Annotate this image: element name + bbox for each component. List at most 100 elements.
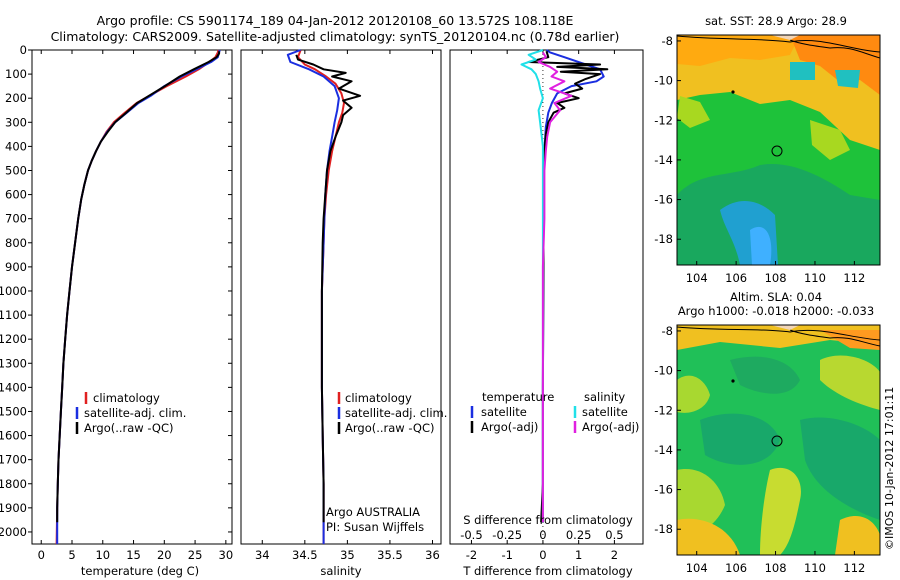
map-lat-label: -14	[654, 443, 673, 457]
salinity-legend: climatology satellite-adj. clim. Argo(..…	[337, 391, 447, 435]
map-lat-label: -18	[654, 522, 673, 536]
map-lat-label: -12	[654, 403, 673, 417]
difference-panel: -2 -1 0 1 2 -0.5 -0.25 0 0.25 0.5 T difference f…	[449, 49, 644, 578]
salinity-x-label: salinity	[320, 564, 361, 578]
depth-tick-label: 100	[5, 67, 27, 81]
depth-tick-label: 600	[5, 188, 27, 202]
sla-map-ticks: 104 106 108 110 112 -8 -10 -12 -14 -16 -18	[654, 324, 865, 575]
depth-tick-label: 0	[20, 43, 27, 57]
depth-tick-label: 400	[5, 139, 27, 153]
depth-tick-label: 1900	[0, 501, 27, 515]
legend-diff-t-satellite: satellite	[481, 405, 527, 419]
x-tick-label: 1	[575, 548, 582, 562]
sla-map-title2: Argo h1000: -0.018 h2000: -0.033	[678, 304, 874, 318]
s-diff-tick-label: 0.5	[605, 528, 623, 542]
map-lon-label: 112	[843, 561, 865, 575]
sst-map-ticks: 104 106 108 110 112 -8 -10 -12 -14 -16 -18	[654, 34, 865, 285]
sst-map-frame	[676, 34, 881, 266]
salinity-x-ticks: 34 34.5 35 35.5 36	[255, 50, 440, 562]
x-tick-label: -1	[501, 548, 512, 562]
legend-argo: Argo(..raw -QC)	[84, 421, 174, 435]
sla-field	[677, 325, 880, 555]
imos-timestamp-label: ©IMOS 10-Jan-2012 17:01:11	[883, 387, 896, 550]
map-lon-label: 110	[804, 271, 826, 285]
temperature-legend: climatology satellite-adj. clim. Argo(..…	[75, 391, 186, 435]
legend-diff-salinity: salinity	[584, 390, 625, 404]
sla-map: Altim. SLA: 0.04 Argo h1000: -0.018 h200…	[654, 290, 881, 575]
depth-tick-label: 800	[5, 236, 27, 250]
x-tick-label: 36	[425, 548, 440, 562]
x-tick-label: 15	[126, 548, 141, 562]
map-lat-label: -12	[654, 113, 673, 127]
depth-tick-label: 1800	[0, 477, 27, 491]
x-tick-label: -2	[466, 548, 477, 562]
sst-map-title: sat. SST: 28.9 Argo: 28.9	[705, 14, 847, 28]
x-tick-label: 20	[157, 548, 172, 562]
depth-tick-label: 1200	[0, 332, 27, 346]
legend-climatology: climatology	[93, 391, 160, 405]
temperature-x-label: temperature (deg C)	[81, 564, 199, 578]
x-tick-label: 0	[38, 548, 45, 562]
map-lat-label: -16	[654, 193, 673, 207]
x-tick-label: 2	[611, 548, 618, 562]
s-diff-tick-label: -0.25	[492, 528, 522, 542]
x-tick-label: 10	[95, 548, 110, 562]
s-diff-tick-label: 0.25	[566, 528, 592, 542]
s-diff-tick-label: -0.5	[460, 528, 482, 542]
temperature-x-ticks: 0 5 10 15 20 25 30	[38, 50, 234, 562]
x-tick-label: 34	[255, 548, 270, 562]
x-tick-label: 0	[539, 548, 546, 562]
map-lat-label: -10	[654, 364, 673, 378]
t-difference-x-label: T difference from climatology	[462, 564, 633, 578]
depth-tick-label: 1100	[0, 308, 27, 322]
depth-tick-label: 900	[5, 260, 27, 274]
figure-title-line1: Argo profile: CS 5901174_189 04-Jan-2012…	[97, 13, 574, 28]
map-lon-label: 110	[804, 561, 826, 575]
map-lat-label: -16	[654, 483, 673, 497]
x-tick-label: 25	[188, 548, 203, 562]
x-tick-label: 35	[340, 548, 355, 562]
salinity-axes-frame	[240, 49, 442, 545]
map-lon-label: 104	[686, 561, 708, 575]
depth-tick-label: 1600	[0, 429, 27, 443]
depth-tick-label: 500	[5, 163, 27, 177]
sst-map: sat. SST: 28.9 Argo: 28.9 104 106 108 110 11…	[654, 14, 881, 285]
x-tick-label: 34.5	[292, 548, 318, 562]
difference-profile-lines	[520, 49, 609, 544]
depth-tick-label: 1400	[0, 380, 27, 394]
temperature-axes-frame	[31, 49, 233, 545]
series-line-salinity-argo-adj	[537, 51, 573, 523]
legend-diff-s-satellite: satellite	[582, 405, 628, 419]
map-lon-label: 112	[843, 271, 865, 285]
pi-label: PI: Susan Wijffels	[326, 520, 424, 534]
legend-diff-t-argo: Argo(-adj)	[481, 420, 538, 434]
x-tick-label: 30	[219, 548, 234, 562]
depth-tick-label: 200	[5, 91, 27, 105]
legend-satellite-adj: satellite-adj. clim.	[84, 406, 186, 420]
depth-tick-label: 300	[5, 115, 27, 129]
difference-legend: temperature satellite Argo(-adj) salinit…	[470, 390, 639, 434]
legend-satellite-adj-2: satellite-adj. clim.	[345, 406, 447, 420]
figure-title-line2: Climatology: CARS2009. Satellite-adjuste…	[51, 29, 620, 44]
map-lon-label: 108	[765, 561, 787, 575]
depth-tick-label: 1000	[0, 284, 27, 298]
legend-climatology-2: climatology	[345, 391, 412, 405]
salinity-panel: 34 34.5 35 35.5 36 salinity climatology sate…	[240, 49, 447, 578]
legend-diff-s-argo: Argo(-adj)	[582, 420, 639, 434]
sla-map-frame	[676, 324, 881, 556]
map-lat-label: -8	[662, 324, 673, 338]
map-lat-label: -18	[654, 232, 673, 246]
temperature-panel: 0100200300400500600700800900100011001200…	[0, 43, 643, 578]
map-lon-label: 106	[725, 561, 747, 575]
sst-field	[677, 35, 880, 265]
series-line-argo-raw-qc	[56, 51, 221, 523]
x-tick-label: 35.5	[377, 548, 403, 562]
series-line-argo-raw-qc	[295, 54, 362, 523]
map-lon-label: 108	[765, 271, 787, 285]
depth-tick-label: 1500	[0, 404, 27, 418]
depth-tick-label: 2000	[0, 525, 27, 539]
x-tick-label: 5	[68, 548, 75, 562]
map-lon-label: 106	[725, 271, 747, 285]
map-lat-label: -10	[654, 74, 673, 88]
